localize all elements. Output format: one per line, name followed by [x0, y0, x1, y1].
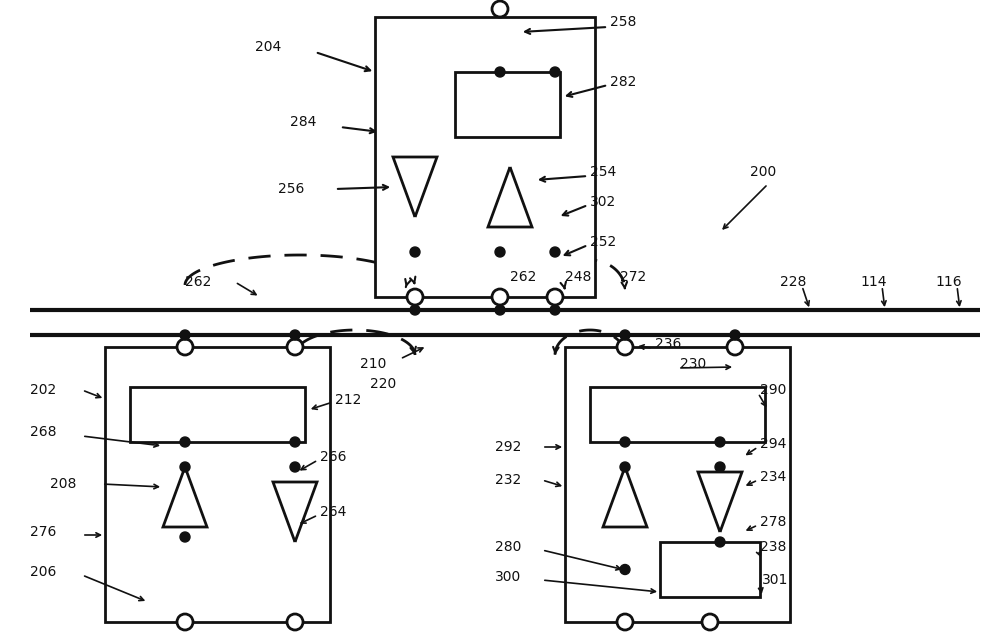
Circle shape	[702, 614, 718, 630]
Circle shape	[617, 614, 633, 630]
Text: 256: 256	[278, 182, 304, 196]
Text: 236: 236	[655, 337, 681, 351]
Text: 204: 204	[255, 40, 281, 54]
Circle shape	[495, 305, 505, 315]
Text: 254: 254	[590, 165, 616, 179]
Circle shape	[715, 462, 725, 472]
Text: 206: 206	[30, 565, 56, 579]
Circle shape	[727, 339, 743, 355]
Text: 114: 114	[860, 275, 887, 289]
Text: 238: 238	[760, 540, 786, 554]
Text: 302: 302	[590, 195, 616, 209]
Bar	[130, 387, 305, 442]
Text: 210: 210	[360, 357, 386, 371]
Text: 301: 301	[762, 573, 788, 587]
Text: 220: 220	[370, 377, 396, 391]
Text: 248: 248	[565, 270, 591, 284]
Circle shape	[620, 330, 630, 340]
Text: 276: 276	[30, 525, 56, 539]
Text: 264: 264	[320, 505, 346, 519]
Circle shape	[410, 247, 420, 257]
Circle shape	[180, 437, 190, 447]
Text: 258: 258	[610, 15, 636, 29]
Circle shape	[492, 1, 508, 17]
Text: 116: 116	[935, 275, 962, 289]
Text: 202: 202	[30, 383, 56, 397]
Text: 292: 292	[495, 440, 521, 454]
Circle shape	[180, 462, 190, 472]
Text: 266: 266	[320, 450, 347, 464]
Text: 268: 268	[30, 425, 56, 439]
Text: 232: 232	[495, 473, 521, 487]
Circle shape	[715, 537, 725, 547]
Bar	[455, 72, 560, 137]
Text: 282: 282	[610, 75, 636, 89]
Circle shape	[290, 462, 300, 472]
Text: 208: 208	[50, 477, 76, 491]
Circle shape	[410, 305, 420, 315]
Bar	[590, 387, 765, 442]
Text: 234: 234	[760, 470, 786, 484]
Circle shape	[177, 614, 193, 630]
Text: 262: 262	[185, 275, 211, 289]
Bar	[375, 17, 595, 297]
Text: 290: 290	[760, 383, 786, 397]
Circle shape	[495, 247, 505, 257]
Circle shape	[620, 462, 630, 472]
Circle shape	[550, 247, 560, 257]
Circle shape	[715, 437, 725, 447]
Circle shape	[550, 305, 560, 315]
Circle shape	[620, 564, 630, 575]
Circle shape	[177, 339, 193, 355]
Circle shape	[730, 330, 740, 340]
Circle shape	[287, 614, 303, 630]
Circle shape	[287, 339, 303, 355]
Circle shape	[495, 67, 505, 77]
Circle shape	[407, 289, 423, 305]
Text: 230: 230	[680, 357, 706, 371]
Bar	[105, 347, 330, 622]
Circle shape	[290, 330, 300, 340]
Text: 262: 262	[510, 270, 536, 284]
Circle shape	[620, 437, 630, 447]
Text: 252: 252	[590, 235, 616, 249]
Circle shape	[547, 289, 563, 305]
Circle shape	[290, 437, 300, 447]
Bar	[660, 542, 760, 597]
Circle shape	[550, 67, 560, 77]
Text: 212: 212	[335, 393, 361, 407]
Text: 272: 272	[620, 270, 646, 284]
Circle shape	[180, 330, 190, 340]
Text: 200: 200	[750, 165, 776, 179]
Text: 228: 228	[780, 275, 806, 289]
Text: 300: 300	[495, 570, 521, 584]
Circle shape	[492, 289, 508, 305]
Text: 280: 280	[495, 540, 521, 554]
Text: 278: 278	[760, 515, 786, 529]
Circle shape	[180, 532, 190, 542]
Text: 294: 294	[760, 437, 786, 451]
Text: 284: 284	[290, 115, 316, 129]
Circle shape	[617, 339, 633, 355]
Bar	[565, 347, 790, 622]
